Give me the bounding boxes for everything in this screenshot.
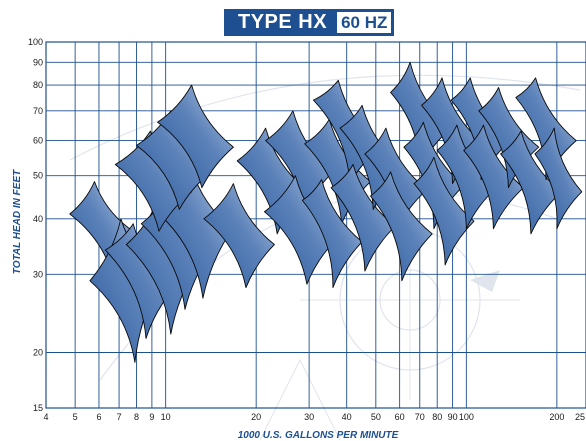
chart-title-box: TYPE HX 60 HZ bbox=[224, 9, 395, 36]
pump-performance-region bbox=[515, 77, 577, 181]
y-tick-label: 70 bbox=[33, 106, 43, 116]
pump-performance-region bbox=[157, 84, 234, 189]
x-tick-label: 90 bbox=[448, 412, 458, 422]
x-tick-label: 70 bbox=[415, 412, 425, 422]
x-tick-label: 8 bbox=[134, 412, 139, 422]
x-tick-label: 60 bbox=[395, 412, 405, 422]
y-tick-labels: 15 20 30 40 50 60 70 80 90 100 bbox=[28, 37, 43, 413]
pump-performance-region bbox=[203, 183, 275, 289]
y-tick-label: 20 bbox=[33, 347, 43, 357]
y-axis-label: TOTAL HEAD IN FEET bbox=[12, 169, 23, 274]
x-tick-label: 20 bbox=[251, 412, 261, 422]
y-tick-label: 30 bbox=[33, 269, 43, 279]
pump-performance-region bbox=[534, 127, 583, 230]
pump-regions bbox=[69, 61, 583, 363]
x-tick-label: 4 bbox=[43, 412, 48, 422]
chart-title: TYPE HX bbox=[238, 11, 328, 33]
x-tick-label: 200 bbox=[549, 412, 564, 422]
chart-subtitle: 60 HZ bbox=[337, 12, 392, 33]
y-tick-label: 15 bbox=[33, 403, 43, 413]
y-tick-label: 40 bbox=[33, 214, 43, 224]
y-tick-label: 60 bbox=[33, 136, 43, 146]
x-tick-label: 30 bbox=[304, 412, 314, 422]
x-tick-label: 5 bbox=[73, 412, 78, 422]
pump-performance-region bbox=[413, 156, 475, 266]
x-tick-label: 80 bbox=[432, 412, 442, 422]
y-tick-label: 100 bbox=[28, 37, 43, 47]
x-tick-label: 40 bbox=[342, 412, 352, 422]
y-tick-label: 90 bbox=[33, 57, 43, 67]
x-tick-label: 50 bbox=[371, 412, 381, 422]
x-tick-label: 10 bbox=[161, 412, 171, 422]
x-tick-label: 6 bbox=[96, 412, 101, 422]
pump-performance-region bbox=[370, 171, 433, 282]
y-tick-label: 80 bbox=[33, 80, 43, 90]
x-tick-label: 9 bbox=[149, 412, 154, 422]
x-tick-label: 25 bbox=[575, 412, 585, 422]
x-tick-label: 100 bbox=[459, 412, 474, 422]
x-axis-label: 1000 U.S. GALLONS PER MINUTE bbox=[238, 430, 399, 441]
y-tick-label: 50 bbox=[33, 171, 43, 181]
x-tick-labels: 4 5 6 7 8 9 10 20 30 40 50 60 70 80 90 100 200 25 bbox=[43, 412, 585, 422]
x-tick-label: 7 bbox=[117, 412, 122, 422]
